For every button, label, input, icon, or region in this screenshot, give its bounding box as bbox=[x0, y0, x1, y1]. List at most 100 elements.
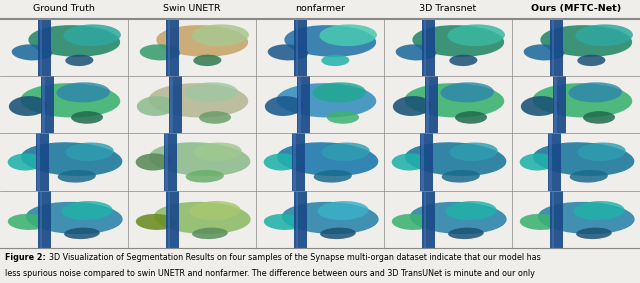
Ellipse shape bbox=[538, 202, 635, 234]
Ellipse shape bbox=[410, 202, 507, 234]
Bar bbox=[38, 190, 51, 248]
Ellipse shape bbox=[284, 25, 376, 57]
Bar bbox=[296, 19, 298, 76]
Ellipse shape bbox=[61, 201, 113, 220]
Ellipse shape bbox=[405, 142, 506, 176]
Ellipse shape bbox=[277, 142, 378, 176]
Text: nonfarmer: nonfarmer bbox=[295, 4, 345, 13]
Ellipse shape bbox=[449, 142, 498, 161]
Text: Ours (MFTC-Net): Ours (MFTC-Net) bbox=[531, 4, 621, 13]
Text: Swin UNETR: Swin UNETR bbox=[163, 4, 221, 13]
Ellipse shape bbox=[573, 201, 625, 220]
Ellipse shape bbox=[276, 83, 376, 117]
Bar bbox=[549, 134, 552, 190]
Ellipse shape bbox=[520, 153, 556, 171]
Ellipse shape bbox=[412, 25, 504, 57]
Bar bbox=[169, 76, 182, 134]
Bar bbox=[552, 19, 554, 76]
Ellipse shape bbox=[404, 83, 504, 117]
Ellipse shape bbox=[314, 170, 352, 183]
Ellipse shape bbox=[184, 82, 238, 102]
Bar bbox=[550, 190, 563, 248]
Bar bbox=[296, 190, 298, 248]
Ellipse shape bbox=[327, 111, 359, 124]
Ellipse shape bbox=[65, 55, 93, 66]
Ellipse shape bbox=[140, 44, 180, 61]
Ellipse shape bbox=[577, 142, 626, 161]
Ellipse shape bbox=[156, 25, 248, 57]
Ellipse shape bbox=[56, 82, 110, 102]
Ellipse shape bbox=[268, 44, 308, 61]
Text: 3D Visualization of Segmentation Results on four samples of the Synapse multi-or: 3D Visualization of Segmentation Results… bbox=[49, 253, 541, 262]
Bar bbox=[166, 19, 179, 76]
Bar bbox=[164, 134, 177, 190]
Ellipse shape bbox=[540, 25, 632, 57]
Bar bbox=[42, 76, 45, 134]
Ellipse shape bbox=[521, 96, 559, 116]
Ellipse shape bbox=[445, 201, 497, 220]
Ellipse shape bbox=[520, 214, 561, 230]
Bar bbox=[297, 76, 310, 134]
Ellipse shape bbox=[442, 170, 480, 183]
Ellipse shape bbox=[199, 111, 231, 124]
Bar bbox=[425, 76, 438, 134]
Bar bbox=[294, 190, 307, 248]
Bar bbox=[548, 134, 561, 190]
Bar bbox=[292, 134, 305, 190]
Ellipse shape bbox=[12, 44, 52, 61]
Ellipse shape bbox=[455, 111, 487, 124]
Ellipse shape bbox=[192, 228, 228, 239]
Bar bbox=[424, 190, 426, 248]
Ellipse shape bbox=[9, 96, 47, 116]
Bar bbox=[170, 76, 173, 134]
Ellipse shape bbox=[8, 153, 44, 171]
Ellipse shape bbox=[568, 82, 622, 102]
Ellipse shape bbox=[58, 170, 96, 183]
Ellipse shape bbox=[193, 55, 221, 66]
Ellipse shape bbox=[570, 170, 608, 183]
Ellipse shape bbox=[392, 214, 433, 230]
Ellipse shape bbox=[321, 55, 349, 66]
Ellipse shape bbox=[191, 24, 249, 46]
Ellipse shape bbox=[317, 201, 369, 220]
Ellipse shape bbox=[312, 82, 366, 102]
Ellipse shape bbox=[440, 82, 494, 102]
Bar bbox=[550, 19, 563, 76]
Ellipse shape bbox=[20, 83, 120, 117]
Ellipse shape bbox=[71, 111, 103, 124]
Ellipse shape bbox=[533, 142, 634, 176]
Ellipse shape bbox=[583, 111, 615, 124]
Text: Ground Truth: Ground Truth bbox=[33, 4, 95, 13]
Ellipse shape bbox=[524, 44, 564, 61]
Ellipse shape bbox=[148, 83, 248, 117]
Bar bbox=[40, 19, 42, 76]
Ellipse shape bbox=[392, 153, 428, 171]
Ellipse shape bbox=[137, 96, 175, 116]
Ellipse shape bbox=[321, 142, 370, 161]
Ellipse shape bbox=[26, 202, 123, 234]
Bar bbox=[552, 190, 554, 248]
Bar bbox=[554, 76, 557, 134]
Bar bbox=[168, 19, 170, 76]
Bar bbox=[422, 190, 435, 248]
Bar bbox=[553, 76, 566, 134]
Ellipse shape bbox=[136, 153, 172, 171]
Ellipse shape bbox=[282, 202, 379, 234]
Bar bbox=[426, 76, 429, 134]
Ellipse shape bbox=[576, 228, 612, 239]
Bar bbox=[293, 134, 296, 190]
Ellipse shape bbox=[189, 201, 241, 220]
Text: less spurious noise compared to swin UNETR and nonfarmer. The difference between: less spurious noise compared to swin UNE… bbox=[5, 269, 535, 278]
Ellipse shape bbox=[448, 228, 484, 239]
Bar bbox=[38, 19, 51, 76]
Bar bbox=[40, 190, 42, 248]
Ellipse shape bbox=[575, 24, 633, 46]
Ellipse shape bbox=[393, 96, 431, 116]
Text: 3D Transnet: 3D Transnet bbox=[419, 4, 477, 13]
Ellipse shape bbox=[532, 83, 632, 117]
Ellipse shape bbox=[264, 153, 300, 171]
Ellipse shape bbox=[65, 142, 114, 161]
Bar bbox=[168, 190, 170, 248]
Bar bbox=[165, 134, 168, 190]
Ellipse shape bbox=[396, 44, 436, 61]
